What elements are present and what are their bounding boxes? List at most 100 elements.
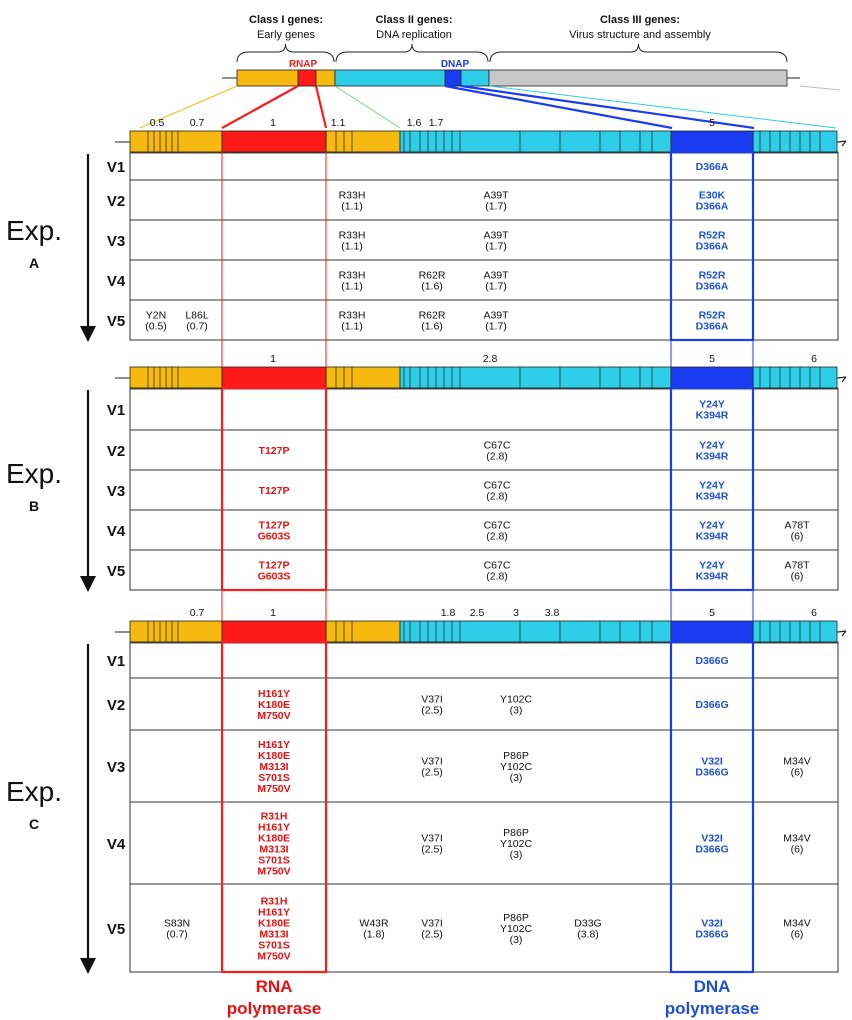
gene-label-6: 6 — [811, 353, 817, 365]
mutation-other-V3-1: (1.7) — [485, 241, 507, 253]
mutation-other-V5-4: A39T — [483, 310, 509, 322]
mutation-rnap-V4-0: R31H — [261, 811, 288, 823]
dna-polymerase-label-2: polymerase — [665, 999, 760, 1018]
version-arrow-head — [80, 326, 96, 342]
mutation-other-V4-0: (1.1) — [341, 281, 363, 293]
mutation-rnap-V2-0: K180E — [258, 699, 290, 711]
mutation-other-V5-3: (2.5) — [421, 929, 443, 941]
mutation-other-V5-1: (2.8) — [486, 571, 508, 583]
mutation-other-V4-4: (6) — [791, 844, 804, 856]
genome-dnap-gene — [670, 620, 754, 644]
mutation-other-V3-2: (3) — [510, 772, 523, 784]
mutation-table — [129, 387, 839, 591]
mutation-dnap-V3-2: Y24Y — [699, 480, 725, 492]
version-label-V1: V1 — [107, 653, 125, 670]
mutation-dnap-V2-2: K394R — [696, 451, 729, 463]
polymerase-highlights: RNA polymerase DNA polymerase — [220, 150, 760, 1018]
mutation-rnap-V2-0: H161Y — [258, 688, 290, 700]
mutation-rnap-V3-0: T127P — [259, 485, 290, 497]
mutation-other-V5-3: A78T — [784, 560, 810, 572]
mutation-rnap-V4-0: K180E — [258, 833, 290, 845]
mutation-dnap-V3-3: V32I — [701, 756, 723, 768]
mutation-rnap-V3-0: H161Y — [258, 739, 290, 751]
genome-rnap-gene — [221, 620, 327, 644]
mutation-other-V5-4: (3) — [510, 934, 523, 946]
genome-end-arrow — [837, 140, 847, 147]
gene-label-1-1: 1.1 — [331, 117, 346, 129]
mutation-other-V4-1: V37I — [421, 833, 443, 845]
mutation-dnap-V3-2: D366A — [696, 241, 729, 253]
zoom-line-1 — [334, 85, 401, 129]
version-label-V3: V3 — [107, 759, 125, 776]
genome-rnap-gene — [221, 366, 327, 390]
genome-class1b — [325, 130, 401, 154]
zoom-line-0 — [139, 85, 238, 129]
mutation-rnap-V3-0: M313I — [259, 761, 288, 773]
mutation-dnap-V1-0: Y24Y — [699, 399, 725, 411]
mutation-dnap-V3-3: D366G — [695, 767, 728, 779]
genome-class1 — [129, 366, 223, 390]
mutation-other-V5-0: (0.7) — [166, 929, 188, 941]
mutation-other-V2-2: (3) — [510, 705, 523, 717]
genome-class2b — [752, 130, 838, 154]
genome-dnap-gene — [670, 130, 754, 154]
mutation-other-V5-1: L86L — [185, 310, 209, 322]
mutation-other-V5-3: (1.6) — [421, 321, 443, 333]
mutation-other-V3-2: Y102C — [500, 761, 533, 773]
mutation-other-V5-1: C67C — [484, 560, 511, 572]
mutation-other-V5-2: (1.8) — [363, 929, 385, 941]
mutation-dnap-V4-3: R52R — [699, 270, 726, 282]
mutation-dnap-V2-2: Y24Y — [699, 440, 725, 452]
mutation-other-V4-2: A39T — [483, 270, 509, 282]
mutation-rnap-V5-1: R31H — [261, 896, 288, 908]
mutation-other-V3-4: (6) — [791, 767, 804, 779]
dna-polymerase-label-1: DNA — [694, 977, 731, 996]
genome-class1b — [325, 620, 401, 644]
mutation-other-V5-4: P86P — [503, 912, 529, 924]
mutation-other-V2-0: (1.1) — [341, 201, 363, 213]
overview-rnap-block — [297, 69, 317, 87]
mutation-other-V4-2: P86P — [503, 827, 529, 839]
mutation-other-V2-1: C67C — [484, 440, 511, 452]
dnap-box-expA — [669, 150, 755, 342]
mutation-other-V3-1: A39T — [483, 230, 509, 242]
mutation-other-V2-1: (2.5) — [421, 705, 443, 717]
mutation-dnap-V5-6: V32I — [701, 918, 723, 930]
genome-end-arrow — [837, 376, 847, 383]
gene-label-1: 1 — [270, 353, 276, 365]
mutation-other-V4-3: (6) — [791, 531, 804, 543]
mutation-other-V2-0: R33H — [339, 190, 366, 202]
mutation-other-V4-2: (1.7) — [485, 281, 507, 293]
mutation-other-V3-0: R33H — [339, 230, 366, 242]
rna-polymerase-label-1: RNA — [256, 977, 293, 996]
dnap-box-exp2 — [669, 640, 755, 974]
genome-rnap-gene — [221, 130, 327, 154]
mutation-other-V3-1: V37I — [421, 756, 443, 768]
rnap-box-exp1 — [220, 386, 328, 592]
mutation-other-V5-7: (6) — [791, 929, 804, 941]
genome-dnap-gene — [670, 366, 754, 390]
mutation-other-V2-1: A39T — [483, 190, 509, 202]
mutation-dnap-V5-5: R52R — [699, 310, 726, 322]
mutation-other-V4-1: (2.8) — [486, 531, 508, 543]
rna-polymerase-label-2: polymerase — [227, 999, 322, 1018]
mutation-rnap-V2-0: M750V — [257, 710, 290, 722]
gene-label-0-7: 0.7 — [190, 607, 205, 619]
mutation-other-V3-4: M34V — [783, 756, 810, 768]
gene-label-3-8: 3.8 — [545, 607, 560, 619]
class-title-1: Class I genes: — [249, 14, 323, 26]
mutation-dnap-V1-0: D366G — [695, 655, 728, 667]
genome-end-arrow — [837, 630, 847, 637]
mutation-dnap-V3-2: R52R — [699, 230, 726, 242]
experiment-label: Exp. — [6, 776, 62, 807]
gene-label-1-8: 1.8 — [441, 607, 456, 619]
mutation-dnap-V5-5: D366A — [696, 321, 729, 333]
genome-class1 — [129, 130, 223, 154]
version-label-V1: V1 — [107, 159, 125, 176]
mutation-rnap-V4-0: H161Y — [258, 822, 290, 834]
experiment-label: Exp. — [6, 215, 62, 246]
mutation-rnap-V5-1: M750V — [257, 951, 290, 963]
